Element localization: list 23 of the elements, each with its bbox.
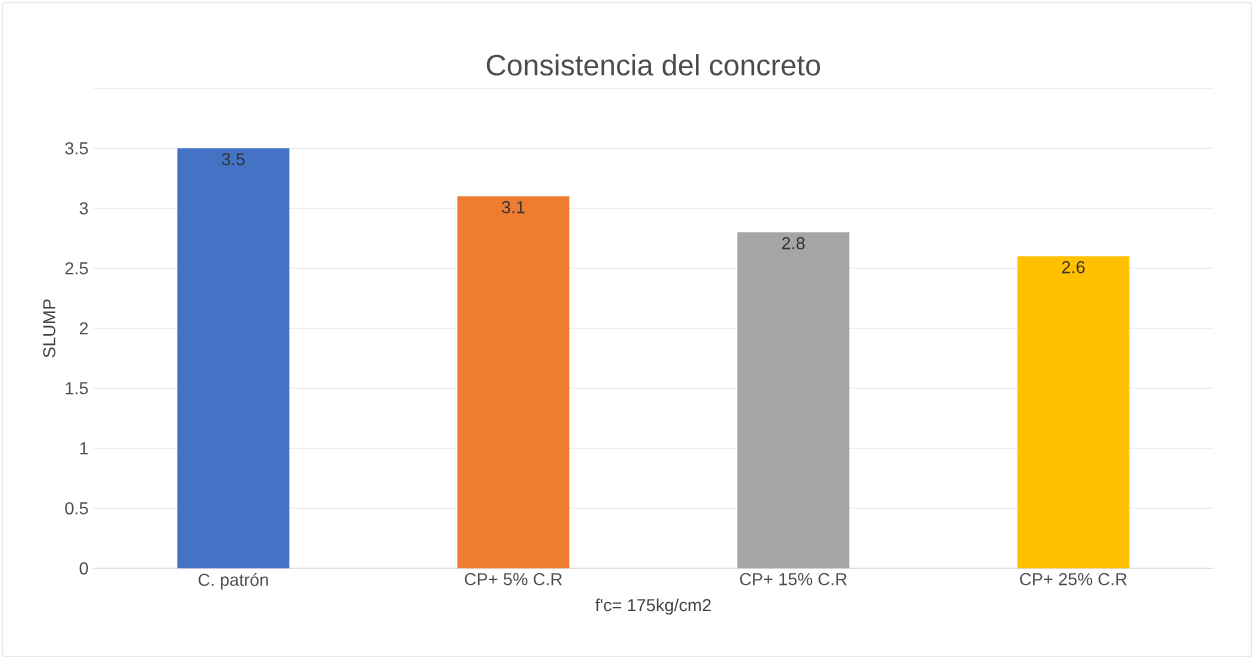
bar [457,196,570,569]
bar [1017,256,1130,569]
data-label: 2.8 [782,237,805,250]
y-tick-label: 2.5 [65,262,88,275]
y-tick-label: 1.5 [65,382,88,395]
x-tick-label: CP+ 15% C.R [740,573,847,586]
y-axis-title: SLUMP [43,299,56,358]
bar [737,232,850,569]
y-tick-label: 3 [79,202,88,215]
data-label: 3.1 [501,201,525,214]
x-tick-label: CP+ 5% C.R [464,573,562,586]
x-tick-label: C. patrón [198,573,268,590]
y-tick-label: 2 [79,322,88,335]
bar [177,148,290,569]
x-tick-label: CP+ 25% C.R [1020,573,1127,586]
y-tick-label: 0.5 [65,502,88,515]
y-tick-label: 0 [79,562,88,575]
y-tick-label: 1 [80,442,88,455]
y-tick-label: 3.5 [65,142,88,155]
data-label: 3.5 [221,153,245,166]
chart-title: Consistencia del concreto [486,54,820,76]
data-label: 2.6 [1062,261,1085,274]
x-axis-title: f'c= 175kg/cm2 [595,598,711,615]
